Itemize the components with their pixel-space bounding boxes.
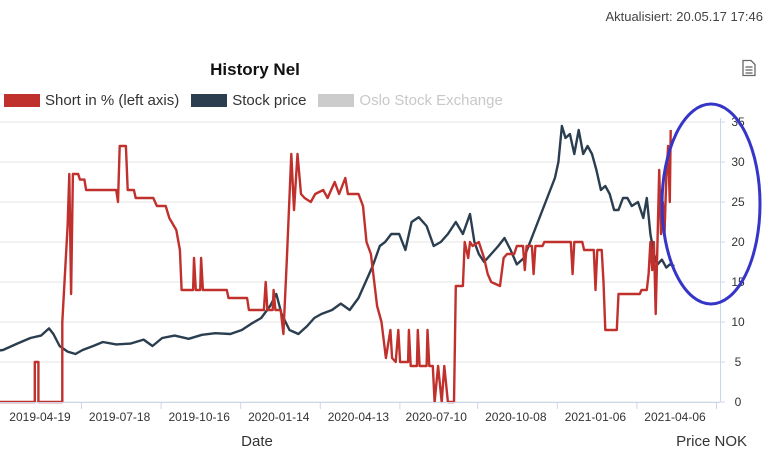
legend-label-oslo-stock-exchange: Oslo Stock Exchange <box>359 91 503 109</box>
y-tick-label-25: 25 <box>731 195 745 209</box>
legend-item-oslo-stock-exchange[interactable]: Oslo Stock Exchange <box>318 91 503 109</box>
x-tick-label-1: 2019-07-18 <box>89 410 151 424</box>
chart-legend: Short in % (left axis) Stock price Oslo … <box>4 90 515 110</box>
y-tick-label-15: 15 <box>731 275 745 289</box>
y-tick-label-10: 10 <box>731 315 745 329</box>
x-tick-label-3: 2020-01-14 <box>248 410 310 424</box>
x-axis-title: Date <box>241 433 273 450</box>
legend-label-stock-price: Stock price <box>232 91 307 109</box>
legend-swatch-oslo-stock-exchange <box>318 93 355 107</box>
export-menu-icon[interactable] <box>741 59 757 77</box>
y-tick-label-30: 30 <box>731 155 745 169</box>
x-tick-label-5: 2020-07-10 <box>406 410 468 424</box>
x-tick-label-7: 2021-01-06 <box>565 410 627 424</box>
chart-panel <box>0 52 762 450</box>
legend-item-stock-price[interactable]: Stock price <box>191 92 306 109</box>
chart-title: History Nel <box>210 60 300 79</box>
legend-label-short: Short in % (left axis) <box>45 91 180 109</box>
x-tick-label-6: 2020-10-08 <box>485 410 547 424</box>
x-tick-label-4: 2020-04-13 <box>328 410 390 424</box>
y-axis-title: Price NOK <box>676 433 747 450</box>
y-tick-label-0: 0 <box>735 395 742 409</box>
annotation-ellipse <box>660 102 762 306</box>
series-line-stock-price <box>0 124 675 356</box>
legend-swatch-short <box>4 93 40 107</box>
legend-item-short[interactable]: Short in % (left axis) <box>4 92 179 109</box>
y-tick-label-5: 5 <box>735 355 742 369</box>
series-line-short-in-left-axis <box>0 129 672 404</box>
y-tick-label-20: 20 <box>731 235 745 249</box>
x-tick-label-0: 2019-04-19 <box>9 410 71 424</box>
legend-swatch-stock-price <box>191 93 228 107</box>
x-tick-label-2: 2019-10-16 <box>168 410 230 424</box>
x-tick-label-8: 2021-04-06 <box>644 410 706 424</box>
last-updated-text: Aktualisiert: 20.05.17 17:46 <box>605 9 763 24</box>
